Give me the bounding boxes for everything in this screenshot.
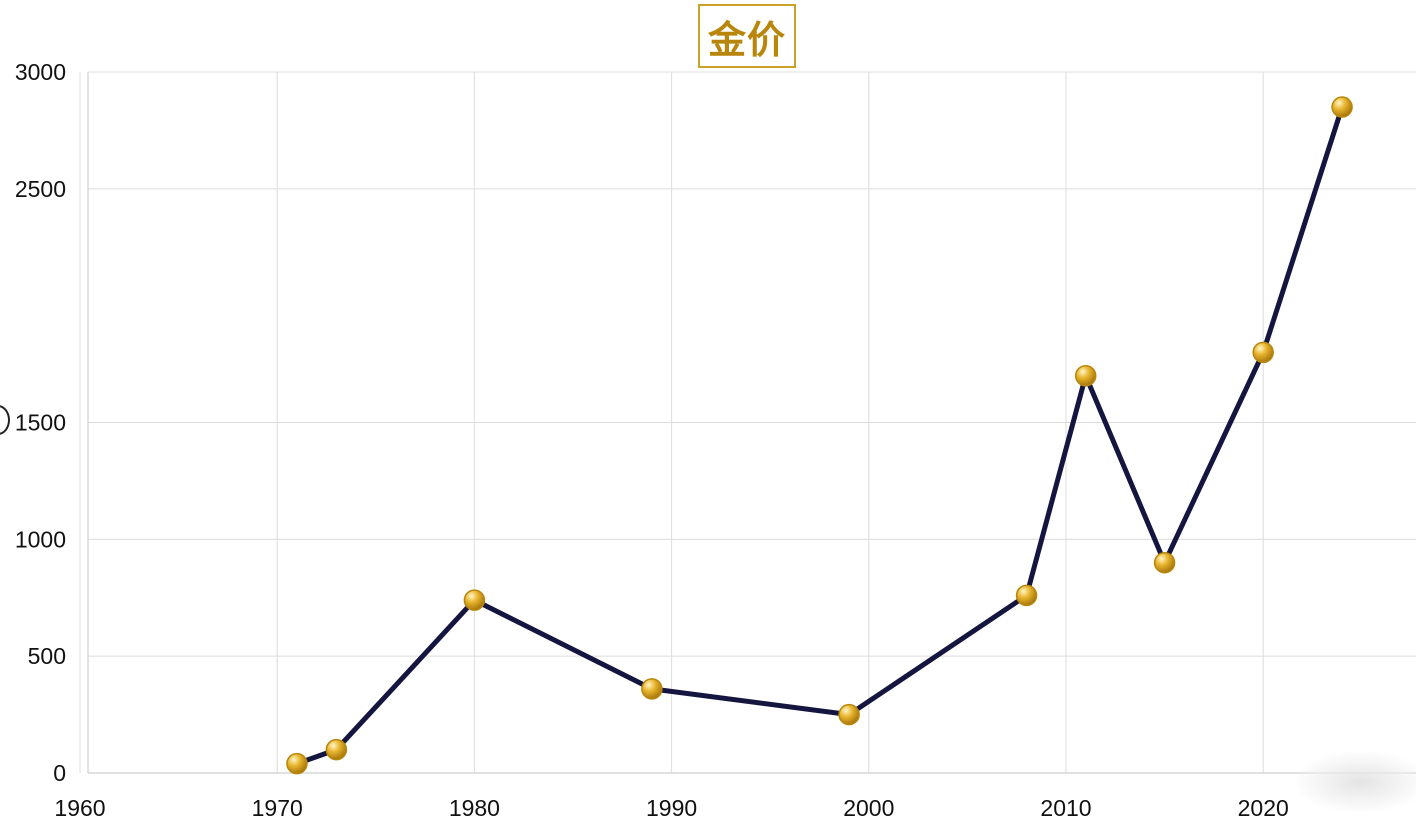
y-tick-label: 500 — [28, 643, 66, 669]
y-tick-label: 0 — [53, 760, 66, 786]
data-point — [1153, 551, 1176, 574]
x-tick-label: 2020 — [1238, 795, 1289, 821]
corner-smudge — [1296, 752, 1416, 812]
y-tick-label: 1000 — [15, 526, 66, 552]
x-tick-label: 2010 — [1040, 795, 1091, 821]
x-tick-label: 1960 — [54, 795, 105, 821]
data-point — [463, 589, 486, 611]
x-tick-label: 2000 — [843, 795, 894, 821]
x-tick-label: 1990 — [646, 795, 697, 821]
series-line — [294, 104, 1345, 767]
data-point — [1074, 365, 1097, 387]
data-point — [1015, 584, 1038, 607]
x-tick-label: 1970 — [252, 795, 303, 821]
data-point — [325, 738, 348, 761]
y-tick-label: 3000 — [15, 59, 66, 85]
chart-title-box: 金价 — [698, 4, 796, 68]
data-point — [1331, 96, 1353, 118]
data-point — [1252, 341, 1274, 364]
data-point — [838, 703, 860, 726]
y-tick-label: 1500 — [15, 410, 66, 436]
y-tick-label: 2500 — [15, 176, 66, 202]
chart-title: 金价 — [707, 17, 786, 62]
x-tick-label: 1980 — [449, 795, 500, 821]
data-point — [641, 678, 663, 700]
data-point — [286, 752, 308, 775]
